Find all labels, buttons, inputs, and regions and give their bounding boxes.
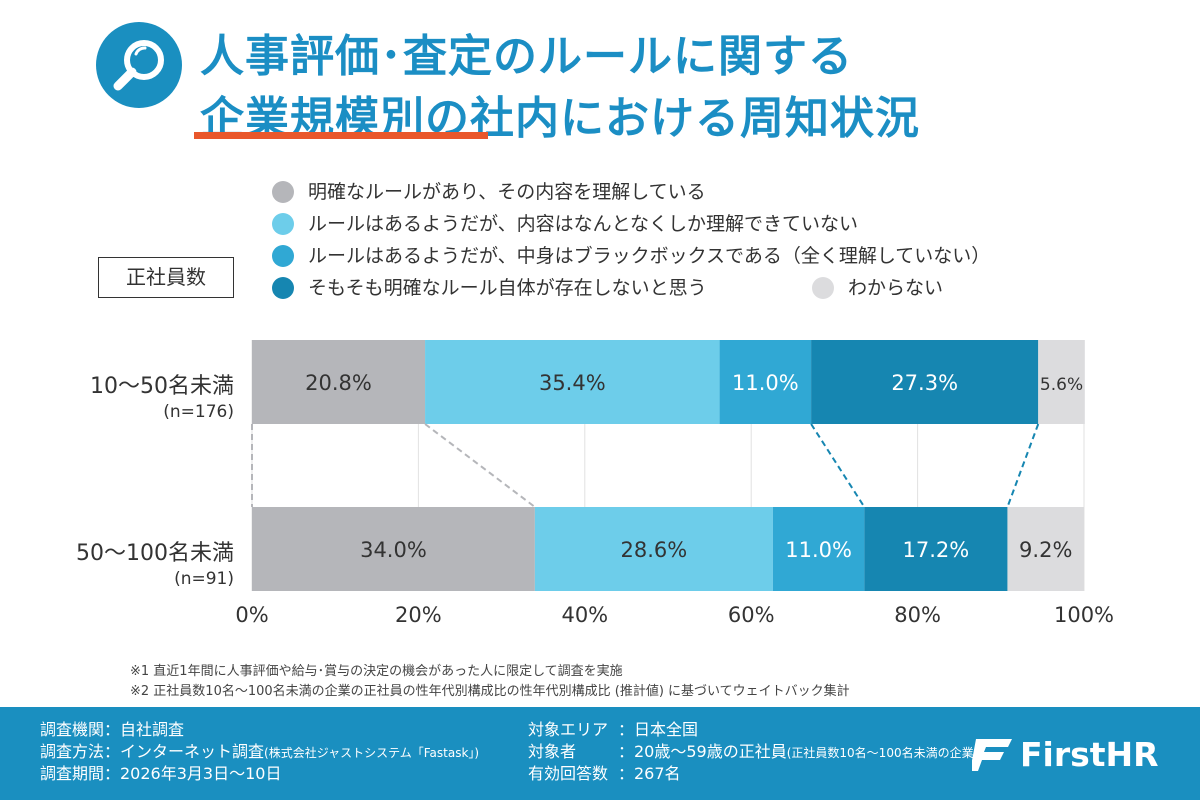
data-label: 27.3% — [891, 371, 958, 395]
row-label: 10〜50名未満 (n=176) — [90, 368, 234, 422]
x-tick-label: 40% — [561, 603, 608, 627]
bar-segment — [1038, 340, 1085, 424]
legend-swatch — [272, 277, 294, 299]
data-label: 20.8% — [305, 371, 372, 395]
connector-line — [810, 423, 866, 508]
bar-segment — [719, 340, 812, 424]
stacked-bar-chart: 20.8% 35.4% 11.0% 27.3% 5.6% 34.0% 28.6% 11.0% 1… — [235, 340, 1114, 627]
bar-segment — [534, 507, 773, 591]
survey-method-sub: (株式会社ジャストシステム「Fastask」) — [264, 746, 480, 760]
row-label-name: 10〜50名未満 — [90, 374, 234, 399]
firsthr-logo-icon — [972, 739, 1012, 771]
data-label: 11.0% — [785, 538, 852, 562]
data-label: 5.6% — [1040, 375, 1083, 395]
survey-count-key: 有効回答数 — [528, 764, 609, 783]
legend-label: ルールはあるようだが、中身はブラックボックスである（全く理解していない） — [308, 245, 991, 267]
survey-info-right: 対象エリア ：日本全国 対象者 ：20歳〜59歳の正社員(正社員数10名〜100名未… — [528, 719, 978, 785]
bar-segment — [811, 340, 1039, 424]
footnote: ※1 直近1年間に人事評価や給与･賞与の決定の機会があった人に限定して調査を実施 — [130, 664, 623, 679]
footnotes: ※1 直近1年間に人事評価や給与･賞与の決定の機会があった人に限定して調査を実施… — [130, 662, 850, 702]
data-label: 9.2% — [1019, 538, 1072, 562]
survey-info-left: 調査機関：自社調査 調査方法：インターネット調査(株式会社ジャストシステム「Fa… — [40, 719, 479, 785]
legend-swatch — [272, 245, 294, 267]
connector-line — [424, 423, 536, 508]
page-title-line1: 人事評価･査定のルールに関する — [200, 31, 853, 82]
survey-period: 調査期間：2026年3月3日〜10日 — [40, 764, 282, 783]
bar-segment — [772, 507, 865, 591]
legend-label: ルールはあるようだが、内容はなんとなくしか理解できていない — [308, 213, 859, 235]
x-tick-label: 0% — [235, 603, 268, 627]
bar-segment — [1007, 507, 1084, 591]
bar-segment — [425, 340, 720, 424]
x-tick-label: 80% — [894, 603, 941, 627]
row-label-n: (n=176) — [163, 402, 234, 422]
legend-label: そもそも明確なルール自体が存在しないと思う — [308, 277, 707, 299]
bar-segment — [864, 507, 1008, 591]
category-label: 正社員数 — [98, 257, 234, 298]
title-underline — [194, 132, 488, 139]
magnifier-icon — [96, 22, 182, 108]
bar-segment — [252, 340, 426, 424]
x-tick-label: 60% — [728, 603, 775, 627]
survey-count: 有効回答数 ：267名 — [528, 763, 978, 785]
survey-target: 対象者 ：20歳〜59歳の正社員(正社員数10名〜100名未満の企業) — [528, 741, 978, 763]
survey-method: 調査方法：インターネット調査(株式会社ジャストシステム「Fastask」) — [40, 741, 479, 763]
data-label: 28.6% — [620, 538, 687, 562]
survey-area-key: 対象エリア — [528, 720, 609, 739]
legend-swatch — [272, 181, 294, 203]
connector-line — [1006, 423, 1040, 508]
survey-method-main: 調査方法：インターネット調査 — [40, 742, 265, 761]
data-label: 17.2% — [903, 538, 970, 562]
legend-swatch — [272, 213, 294, 235]
survey-target-value: ：20歳〜59歳の正社員 — [618, 742, 787, 761]
survey-count-value: ：267名 — [618, 764, 681, 783]
data-label: 35.4% — [539, 371, 606, 395]
x-tick-label: 100% — [1054, 603, 1114, 627]
x-tick-label: 20% — [395, 603, 442, 627]
data-label: 34.0% — [360, 538, 427, 562]
footnote: ※2 正社員数10名〜100名未満の企業の正社員の性年代別構成比の性年代別構成比… — [130, 684, 850, 699]
survey-target-sub: (正社員数10名〜100名未満の企業) — [786, 746, 979, 760]
survey-target-key: 対象者 — [528, 742, 577, 761]
survey-area: 対象エリア ：日本全国 — [528, 719, 978, 741]
legend-label: わからない — [848, 277, 944, 299]
brand-name: FirstHR — [1020, 735, 1159, 774]
row-label-name: 50〜100名未満 — [76, 541, 234, 566]
survey-footer: 調査機関：自社調査 調査方法：インターネット調査(株式会社ジャストシステム「Fa… — [0, 707, 1200, 800]
legend-label: 明確なルールがあり、その内容を理解している — [308, 181, 706, 203]
title-rest: の社内における周知状況 — [425, 93, 920, 144]
legend-swatch — [812, 277, 834, 299]
row-label: 50〜100名未満 (n=91) — [76, 535, 234, 589]
bar-segment — [252, 507, 535, 591]
row-label-n: (n=91) — [174, 569, 234, 589]
survey-area-value: ：日本全国 — [618, 720, 699, 739]
survey-org: 調査機関：自社調査 — [40, 720, 185, 739]
data-label: 11.0% — [732, 371, 799, 395]
